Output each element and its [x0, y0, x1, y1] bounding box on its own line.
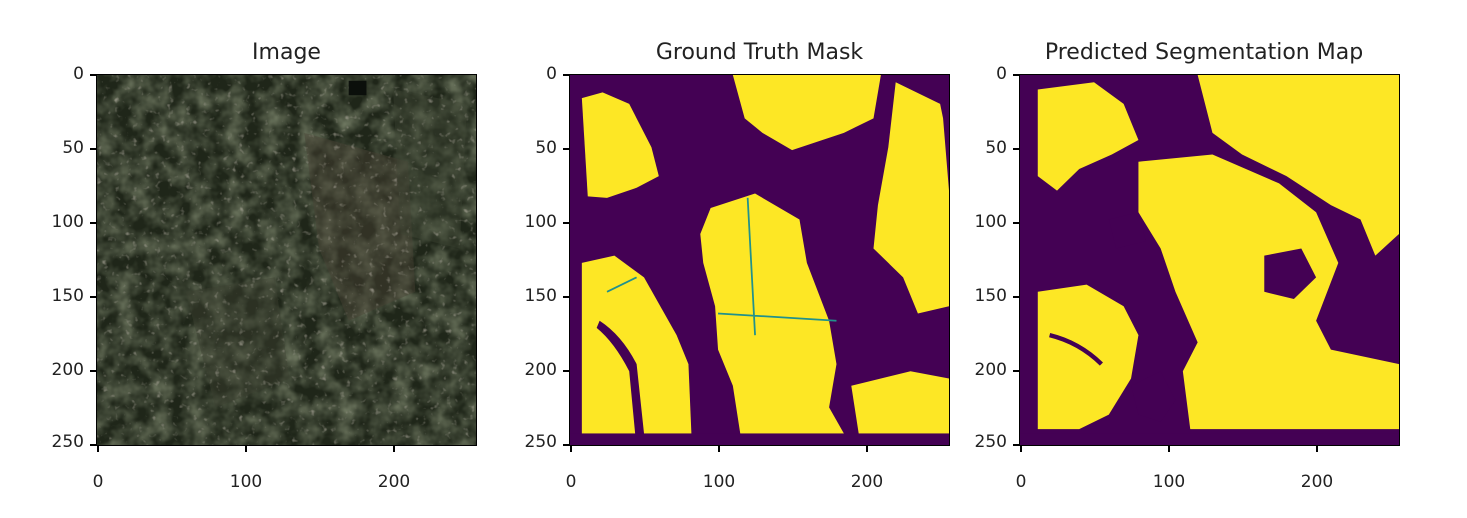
predicted-segmentation-map — [1019, 74, 1400, 446]
x-tick-label: 100 — [1152, 472, 1186, 492]
x-tick-label: 100 — [702, 472, 736, 492]
panel-ground-truth: Ground Truth Mask — [505, 0, 975, 518]
y-tick-label: 0 — [73, 64, 84, 84]
y-tick-label: 0 — [996, 64, 1007, 84]
x-tickmark — [1316, 446, 1318, 452]
x-tickmark — [245, 446, 247, 452]
y-tickmark — [1013, 296, 1019, 298]
x-tickmark — [866, 446, 868, 452]
panel-title: Image — [252, 40, 321, 65]
panel-image: Image — [30, 0, 500, 518]
y-tick-label: 100 — [524, 212, 557, 232]
y-tick-label: 150 — [51, 286, 84, 306]
y-tick-label: 200 — [51, 360, 84, 380]
y-tickmark — [563, 444, 569, 446]
y-tick-label: 50 — [985, 138, 1007, 158]
x-tickmark — [393, 446, 395, 452]
x-tick-label: 200 — [850, 472, 884, 492]
y-tickmark — [1013, 222, 1019, 224]
y-tick-label: 50 — [535, 138, 557, 158]
y-tick-label: 50 — [62, 138, 84, 158]
y-tickmark — [563, 370, 569, 372]
x-tick-label: 200 — [377, 472, 411, 492]
y-tickmark — [90, 370, 96, 372]
x-tick-label: 100 — [229, 472, 263, 492]
y-tickmark — [1013, 444, 1019, 446]
x-tickmark — [718, 446, 720, 452]
panel-title: Predicted Segmentation Map — [1044, 40, 1364, 65]
y-tick-label: 250 — [51, 432, 84, 452]
y-tick-label: 100 — [974, 212, 1007, 232]
y-tick-label: 150 — [524, 286, 557, 306]
satellite-image — [96, 74, 477, 446]
panel-title: Ground Truth Mask — [655, 40, 864, 65]
y-tick-label: 250 — [974, 432, 1007, 452]
x-tick-label: 0 — [92, 472, 104, 492]
y-tick-label: 200 — [974, 360, 1007, 380]
ground-truth-mask — [569, 74, 950, 446]
y-tickmark — [90, 74, 96, 76]
y-tick-label: 0 — [546, 64, 557, 84]
x-tickmark — [1020, 446, 1022, 452]
x-tick-label: 200 — [1300, 472, 1334, 492]
y-tickmark — [1013, 74, 1019, 76]
y-tickmark — [1013, 370, 1019, 372]
x-tickmark — [97, 446, 99, 452]
y-tickmark — [1013, 148, 1019, 150]
y-tick-label: 250 — [524, 432, 557, 452]
y-tickmark — [563, 222, 569, 224]
y-tickmark — [563, 148, 569, 150]
y-tickmark — [90, 296, 96, 298]
y-tickmark — [563, 74, 569, 76]
panel-prediction: Predicted Segmentation Map — [955, 0, 1425, 518]
y-tick-label: 100 — [51, 212, 84, 232]
y-tick-label: 150 — [974, 286, 1007, 306]
y-tick-label: 200 — [524, 360, 557, 380]
y-tickmark — [90, 148, 96, 150]
x-tick-label: 0 — [1015, 472, 1027, 492]
x-tick-label: 0 — [565, 472, 577, 492]
y-tickmark — [90, 444, 96, 446]
x-tickmark — [1168, 446, 1170, 452]
x-tickmark — [570, 446, 572, 452]
y-tickmark — [563, 296, 569, 298]
y-tickmark — [90, 222, 96, 224]
